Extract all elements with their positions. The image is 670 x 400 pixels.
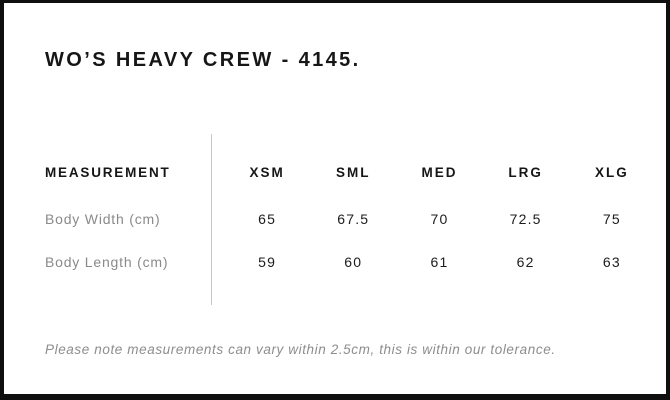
measurement-column-header: MEASUREMENT	[45, 165, 171, 180]
body-length-lrg: 62	[516, 254, 535, 270]
body-width-sml: 67.5	[337, 211, 370, 227]
body-width-lrg: 72.5	[509, 211, 542, 227]
body-length-med: 61	[430, 254, 449, 270]
body-width-xsm: 65	[258, 211, 277, 227]
size-table-header-row: MEASUREMENT XSM SML MED LRG XLG	[45, 165, 655, 180]
row-label-body-length: Body Length (cm)	[45, 254, 169, 270]
row-label-body-width: Body Width (cm)	[45, 211, 161, 227]
size-header-med: MED	[421, 165, 458, 180]
body-width-xlg: 75	[602, 211, 621, 227]
page-title: WO’S HEAVY CREW - 4145.	[45, 49, 361, 71]
size-header-sml: SML	[336, 165, 371, 180]
body-length-xsm: 59	[258, 254, 277, 270]
size-header-xlg: XLG	[594, 165, 629, 180]
size-header-lrg: LRG	[508, 165, 543, 180]
table-row-body-length: Body Length (cm) 59 60 61 62 63	[45, 254, 655, 270]
body-length-sml: 60	[344, 254, 363, 270]
table-row-body-width: Body Width (cm) 65 67.5 70 72.5 75	[45, 211, 655, 227]
body-length-xlg: 63	[602, 254, 621, 270]
size-header-xsm: XSM	[249, 165, 285, 180]
tolerance-note: Please note measurements can vary within…	[45, 342, 556, 357]
body-width-med: 70	[430, 211, 449, 227]
table-vertical-divider	[211, 134, 212, 305]
